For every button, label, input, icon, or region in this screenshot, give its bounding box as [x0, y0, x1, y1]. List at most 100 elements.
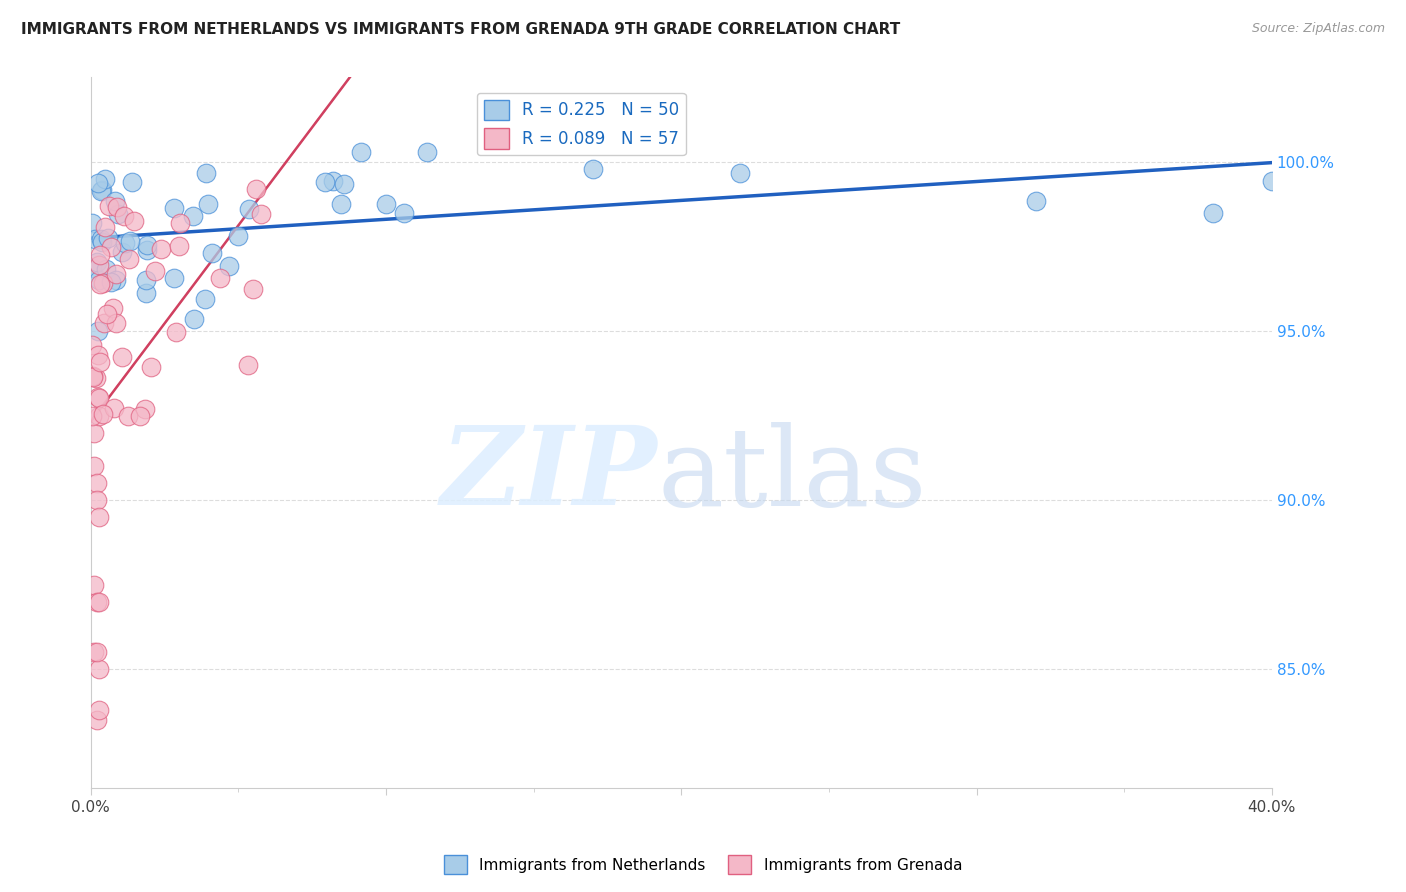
- Point: [86, 255, 108, 269]
- Point: [208, 270, 231, 285]
- Point: [105, 200, 128, 214]
- Point: [89, 662, 111, 676]
- Point: [83, 425, 105, 440]
- Point: [89, 703, 111, 717]
- Point: [1261, 174, 1284, 188]
- Point: [93, 317, 115, 331]
- Point: [100, 275, 122, 289]
- Point: [350, 145, 373, 159]
- Point: [82, 409, 104, 423]
- Text: IMMIGRANTS FROM NETHERLANDS VS IMMIGRANTS FROM GRENADA 9TH GRADE CORRELATION CHA: IMMIGRANTS FROM NETHERLANDS VS IMMIGRANT…: [21, 22, 900, 37]
- Point: [89, 355, 111, 369]
- Point: [139, 360, 162, 375]
- Point: [194, 292, 217, 306]
- Point: [181, 209, 204, 223]
- Point: [87, 273, 110, 287]
- Point: [163, 201, 186, 215]
- Point: [89, 510, 111, 524]
- Point: [1025, 194, 1047, 208]
- Point: [169, 216, 191, 230]
- Point: [118, 234, 141, 248]
- Point: [415, 145, 437, 159]
- Point: [89, 595, 111, 609]
- Point: [86, 595, 108, 609]
- Point: [83, 578, 105, 592]
- Point: [118, 252, 141, 266]
- Point: [150, 243, 173, 257]
- Point: [236, 358, 259, 372]
- Point: [104, 273, 127, 287]
- Point: [128, 409, 150, 423]
- Point: [94, 172, 117, 186]
- Point: [238, 202, 260, 216]
- Point: [100, 240, 122, 254]
- Point: [183, 311, 205, 326]
- Point: [250, 207, 273, 221]
- Point: [245, 182, 267, 196]
- Legend: R = 0.225   N = 50, R = 0.089   N = 57: R = 0.225 N = 50, R = 0.089 N = 57: [477, 93, 686, 155]
- Point: [82, 368, 104, 383]
- Point: [97, 231, 120, 245]
- Point: [200, 246, 222, 260]
- Point: [97, 199, 120, 213]
- Point: [89, 409, 111, 423]
- Point: [84, 371, 107, 385]
- Text: Source: ZipAtlas.com: Source: ZipAtlas.com: [1251, 22, 1385, 36]
- Point: [91, 407, 114, 421]
- Point: [195, 166, 218, 180]
- Point: [96, 262, 118, 277]
- Point: [163, 271, 186, 285]
- Point: [242, 282, 264, 296]
- Point: [121, 175, 143, 189]
- Point: [86, 713, 108, 727]
- Point: [83, 645, 105, 659]
- Point: [329, 197, 352, 211]
- Point: [83, 231, 105, 245]
- Point: [375, 197, 398, 211]
- Point: [165, 325, 187, 339]
- Point: [103, 301, 125, 316]
- Point: [90, 185, 112, 199]
- Legend: Immigrants from Netherlands, Immigrants from Grenada: Immigrants from Netherlands, Immigrants …: [437, 849, 969, 880]
- Point: [87, 348, 110, 362]
- Point: [117, 409, 139, 423]
- Point: [110, 350, 132, 364]
- Point: [87, 390, 110, 404]
- Point: [582, 161, 605, 176]
- Point: [105, 317, 128, 331]
- Point: [86, 645, 108, 659]
- Point: [89, 248, 111, 262]
- Point: [86, 476, 108, 491]
- Point: [314, 175, 336, 189]
- Point: [103, 401, 125, 415]
- Point: [135, 285, 157, 300]
- Point: [218, 259, 240, 273]
- Point: [114, 236, 136, 251]
- Point: [135, 273, 157, 287]
- Point: [90, 232, 112, 246]
- Point: [730, 166, 752, 180]
- Point: [80, 338, 103, 352]
- Point: [86, 493, 108, 508]
- Point: [104, 194, 127, 208]
- Point: [1202, 205, 1225, 219]
- Point: [322, 174, 344, 188]
- Point: [112, 209, 135, 223]
- Point: [197, 196, 219, 211]
- Point: [87, 324, 110, 338]
- Point: [80, 216, 103, 230]
- Point: [91, 276, 114, 290]
- Point: [96, 307, 118, 321]
- Text: ZIP: ZIP: [441, 421, 658, 529]
- Point: [107, 207, 129, 221]
- Point: [89, 277, 111, 291]
- Point: [87, 176, 110, 190]
- Point: [87, 391, 110, 405]
- Point: [105, 267, 128, 281]
- Point: [167, 239, 190, 253]
- Point: [94, 219, 117, 234]
- Text: atlas: atlas: [658, 422, 927, 529]
- Point: [83, 459, 105, 474]
- Point: [91, 235, 114, 249]
- Point: [136, 237, 159, 252]
